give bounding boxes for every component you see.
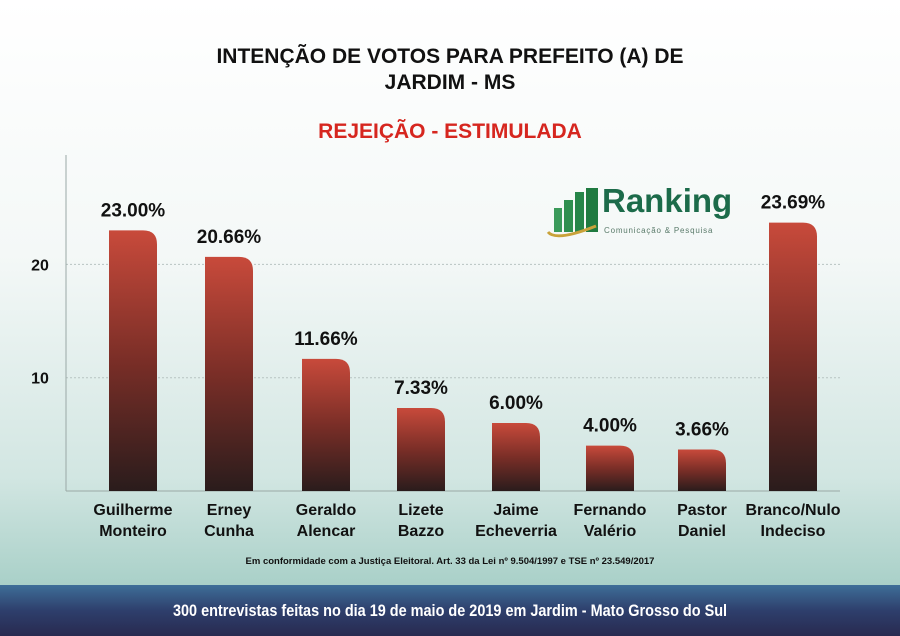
- data-label: 11.66%: [294, 329, 357, 350]
- x-tick-label-line: Fernando: [573, 502, 647, 519]
- x-tick-label-line: Geraldo: [295, 502, 357, 519]
- x-tick-label: Erney Cunha: [174, 500, 284, 542]
- y-tick-label: 10: [31, 371, 49, 388]
- data-label: 3.66%: [675, 420, 729, 441]
- logo-name: Ranking: [602, 182, 733, 219]
- bar: [109, 230, 157, 491]
- logo-tagline: Comunicação & Pesquisa: [604, 226, 714, 235]
- x-tick-label: Guilherme Monteiro: [78, 500, 188, 542]
- bar: [205, 256, 253, 491]
- data-label: 7.33%: [394, 378, 448, 399]
- x-tick-label-line: Valério: [583, 523, 637, 540]
- x-tick-label: Fernando Valério: [555, 500, 665, 542]
- x-tick-label-line: Branco/Nulo: [745, 502, 841, 519]
- x-tick-label: Geraldo Alencar: [271, 500, 381, 542]
- x-tick-label-line: Lizete: [398, 502, 444, 519]
- x-tick-label-line: Echeverria: [475, 523, 557, 540]
- footer-text: 300 entrevistas feitas no dia 19 de maio…: [172, 601, 728, 620]
- y-tick-label: 20: [31, 257, 49, 274]
- bar: [678, 449, 726, 491]
- x-tick-label-line: Monteiro: [99, 523, 167, 540]
- x-tick-label: Branco/Nulo Indeciso: [738, 500, 848, 542]
- bar: [586, 445, 634, 491]
- x-tick-label-line: Erney: [206, 502, 252, 519]
- x-tick-label-line: Daniel: [677, 523, 726, 540]
- logo-bars-icon: [546, 188, 598, 238]
- bar: [302, 358, 350, 491]
- ranking-logo: Ranking Comunicação & Pesquisa: [546, 182, 732, 242]
- x-tick-label-line: Indeciso: [760, 523, 826, 540]
- bar: [769, 222, 817, 492]
- title-line-1: INTENÇÃO DE VOTOS PARA PREFEITO (A) DE: [216, 45, 684, 68]
- bar: [492, 423, 540, 491]
- chart-title: INTENÇÃO DE VOTOS PARA PREFEITO (A) DE J…: [0, 44, 900, 96]
- data-label: 23.69%: [761, 193, 826, 214]
- x-tick-label: Jaime Echeverria: [461, 500, 571, 542]
- footer-bar: 300 entrevistas feitas no dia 19 de maio…: [0, 585, 900, 636]
- data-label: 4.00%: [583, 416, 637, 437]
- bar-chart: 10 20 23.00% 20.66% 11.66% 7.33% 6.00% 4.00% 3.6…: [31, 155, 840, 492]
- x-tick-label-line: Cunha: [204, 523, 254, 540]
- x-tick-label: Pastor Daniel: [647, 500, 757, 542]
- data-label: 6.00%: [489, 393, 543, 414]
- data-label: 20.66%: [197, 227, 262, 248]
- data-label: 23.00%: [101, 200, 166, 221]
- x-tick-label-line: Guilherme: [93, 502, 173, 519]
- x-tick-label: Lizete Bazzo: [366, 500, 476, 542]
- legal-note: Em conformidade com a Justiça Eleitoral.…: [245, 556, 655, 567]
- bar: [397, 407, 445, 491]
- title-line-2: JARDIM - MS: [384, 71, 516, 94]
- chart-subtitle: REJEIÇÃO - ESTIMULADA: [318, 120, 582, 143]
- x-tick-label-line: Bazzo: [397, 523, 445, 540]
- x-tick-label-line: Alencar: [296, 523, 356, 540]
- x-tick-label-line: Pastor: [677, 502, 727, 519]
- x-tick-label-line: Jaime: [493, 502, 539, 519]
